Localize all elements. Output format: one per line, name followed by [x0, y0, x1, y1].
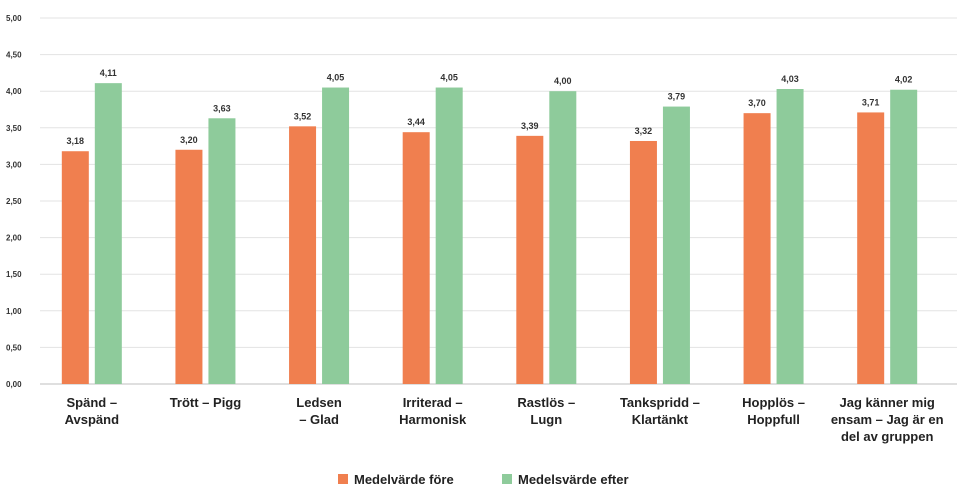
category-label: Klartänkt [632, 412, 689, 427]
bar-efter [208, 118, 236, 384]
category-label: ensam – Jag är en [831, 412, 944, 427]
category-label: Rastlös – [517, 395, 575, 410]
bar-fore [402, 132, 430, 384]
y-tick-label: 0,00 [6, 380, 22, 389]
legend-label: Medelvärde före [354, 472, 454, 486]
data-label: 3,44 [407, 117, 425, 127]
data-label: 3,32 [635, 126, 653, 136]
bar-efter [435, 87, 463, 384]
y-tick-label: 1,00 [6, 307, 22, 316]
data-label: 3,63 [213, 103, 231, 113]
data-label: 3,71 [862, 97, 880, 107]
y-tick-label: 0,50 [6, 343, 22, 352]
bar-efter [890, 89, 918, 385]
category-label: – Glad [299, 412, 339, 427]
bar-efter [94, 83, 122, 384]
y-tick-label: 2,50 [6, 197, 22, 206]
data-label: 3,70 [748, 98, 766, 108]
data-label: 3,18 [67, 136, 85, 146]
data-labels: 3,18 4,11 3,20 3,63 3,52 4,05 3,44 4,05 3,39 4,00… [67, 68, 913, 146]
y-tick-label: 2,00 [6, 234, 22, 243]
data-label: 4,02 [895, 75, 913, 85]
data-label: 4,05 [440, 73, 458, 83]
legend-swatch [338, 474, 348, 484]
data-label: 3,39 [521, 121, 539, 131]
y-tick-label: 5,00 [6, 14, 22, 23]
bar-fore [289, 126, 317, 384]
legend-label: Medelsvärde efter [518, 472, 629, 486]
y-tick-label: 3,50 [6, 124, 22, 133]
bar-efter [322, 87, 350, 384]
category-label: Trött – Pigg [170, 395, 242, 410]
bar-efter [776, 89, 804, 384]
y-axis-ticks: 0,00 0,50 1,00 1,50 2,00 2,50 3,00 3,50 4,00 4,50… [6, 14, 22, 389]
legend-swatch [502, 474, 512, 484]
bar-fore [516, 135, 544, 384]
data-label: 4,05 [327, 73, 345, 83]
bar-fore [743, 113, 771, 384]
category-label: Ledsen [296, 395, 342, 410]
bar-fore [857, 112, 885, 384]
category-label: Tankspridd – [620, 395, 700, 410]
y-tick-label: 3,00 [6, 160, 22, 169]
category-label: Irriterad – [403, 395, 463, 410]
y-tick-label: 4,00 [6, 87, 22, 96]
data-label: 4,03 [781, 74, 799, 84]
bars [61, 83, 918, 385]
bar-fore [629, 140, 657, 384]
bar-efter [662, 106, 690, 385]
bar-fore [61, 151, 89, 384]
data-label: 4,00 [554, 76, 572, 86]
category-label: Lugn [530, 412, 562, 427]
data-label: 3,79 [668, 92, 686, 102]
bar-fore [175, 149, 203, 384]
data-label: 3,52 [294, 111, 312, 121]
category-label: Avspänd [65, 412, 119, 427]
category-label: Hoppfull [747, 412, 800, 427]
category-label: del av gruppen [841, 429, 934, 444]
category-label: Hopplös – [742, 395, 805, 410]
data-label: 4,11 [100, 68, 117, 78]
x-axis-categories: Spänd – Avspänd Trött – Pigg Ledsen – Glad Ir… [65, 395, 944, 444]
data-label: 3,20 [180, 135, 198, 145]
y-tick-label: 1,50 [6, 270, 22, 279]
category-label: Jag känner mig [840, 395, 935, 410]
legend: Medelvärde före Medelsvärde efter [338, 472, 629, 486]
category-label: Harmonisk [399, 412, 467, 427]
y-tick-label: 4,50 [6, 51, 22, 60]
category-label: Spänd – [67, 395, 118, 410]
bar-efter [549, 91, 577, 384]
